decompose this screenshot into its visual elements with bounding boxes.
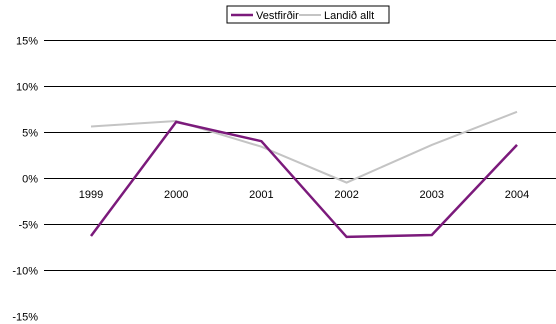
series-line-0 xyxy=(89,120,518,239)
legend: Vestfirðir Landið allt xyxy=(226,5,390,24)
x-axis-tick-labels: 1999 2000 2001 2002 2003 2004 xyxy=(79,189,529,201)
x-tick-label: 2003 xyxy=(420,189,444,201)
y-tick-label: -15% xyxy=(12,312,38,324)
gridlines xyxy=(44,40,556,271)
x-tick-label: 2000 xyxy=(164,189,188,201)
legend-label-series-0: Vestfirðir xyxy=(256,10,299,22)
y-tick-label: 10% xyxy=(16,82,38,94)
series-lines xyxy=(89,110,518,239)
x-tick-label: 2001 xyxy=(249,189,273,201)
x-tick-label: 1999 xyxy=(79,189,103,201)
y-tick-label: 15% xyxy=(16,36,38,48)
y-axis-tick-labels: 15% 10% 5% 0% -5% -10% -15% xyxy=(12,36,38,324)
legend-label-series-1: Landið allt xyxy=(324,10,374,22)
y-tick-label: -10% xyxy=(12,266,38,278)
x-tick-label: 2002 xyxy=(334,189,358,201)
y-tick-label: -5% xyxy=(18,220,38,232)
y-tick-label: 0% xyxy=(22,174,38,186)
y-tick-label: 5% xyxy=(22,128,38,140)
x-tick-label: 2004 xyxy=(505,189,529,201)
series-line-1 xyxy=(90,110,518,184)
